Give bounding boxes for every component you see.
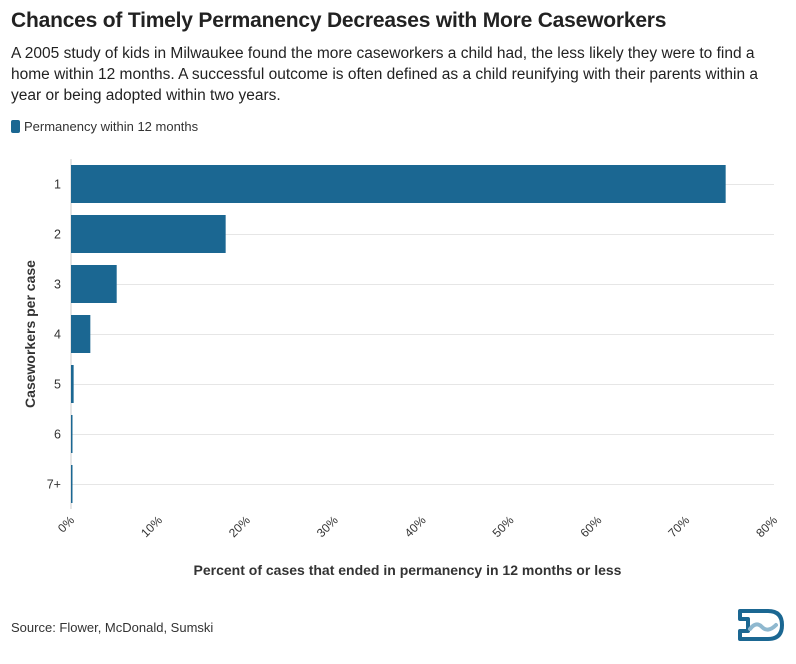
- y-tick-label: 3: [54, 278, 61, 292]
- bar: [71, 265, 117, 303]
- y-tick-label: 5: [54, 378, 61, 392]
- bar: [71, 315, 91, 353]
- x-tick-label: 0%: [55, 513, 77, 535]
- chart-title: Chances of Timely Permanency Decreases w…: [11, 9, 667, 32]
- x-tick-label: 30%: [314, 513, 341, 540]
- publisher-logo-icon: [738, 609, 784, 641]
- bar: [71, 415, 73, 453]
- y-tick-label: 1: [54, 178, 61, 192]
- x-tick-label: 60%: [577, 513, 604, 540]
- bar: [71, 365, 74, 403]
- x-tick-label: 50%: [490, 513, 517, 540]
- legend-label: Permanency within 12 months: [24, 119, 199, 134]
- bar: [71, 215, 226, 253]
- x-tick-label: 10%: [138, 513, 165, 540]
- bar-chart: 1 2 3 4 5 6 7+ 0% 10% 20% 30% 40% 50% 60% 70% 80% Case…: [22, 159, 780, 578]
- y-tick-labels: 1 2 3 4 5 6 7+: [47, 178, 61, 492]
- x-tick-label: 80%: [753, 513, 780, 540]
- y-tick-label: 6: [54, 428, 61, 442]
- legend-swatch: [11, 120, 20, 133]
- legend: Permanency within 12 months: [11, 119, 198, 134]
- x-tick-label: 20%: [226, 513, 253, 540]
- bar: [71, 165, 726, 203]
- x-tick-labels: 0% 10% 20% 30% 40% 50% 60% 70% 80%: [55, 513, 780, 540]
- source-note: Source: Flower, McDonald, Sumski: [11, 620, 214, 635]
- y-tick-label: 7+: [47, 478, 61, 492]
- y-tick-label: 4: [54, 328, 61, 342]
- y-tick-label: 2: [54, 228, 61, 242]
- grid: [70, 159, 774, 509]
- y-axis-label: Caseworkers per case: [22, 260, 38, 408]
- x-axis-label: Percent of cases that ended in permanenc…: [194, 562, 622, 578]
- x-tick-label: 40%: [402, 513, 429, 540]
- bar: [71, 465, 73, 503]
- chart-subtitle: A 2005 study of kids in Milwaukee found …: [11, 45, 758, 104]
- x-tick-label: 70%: [665, 513, 692, 540]
- bars: [71, 165, 726, 503]
